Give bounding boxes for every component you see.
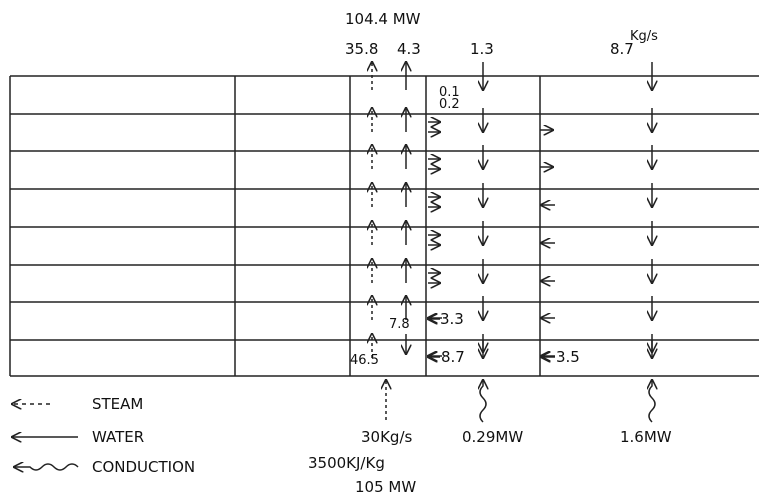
flow: 8.7 [441, 348, 465, 366]
arrows [372, 62, 655, 423]
flow-top: 8.7 [610, 40, 634, 58]
flow: 7.8 [389, 317, 410, 332]
flow-top: 1.3 [470, 40, 494, 58]
legend-label: WATER [92, 428, 144, 446]
legend-label: STEAM [92, 395, 143, 413]
bottom-label: 0.29MW [462, 428, 523, 446]
bottom-label: 1.6MW [620, 428, 672, 446]
flow: 3.3 [440, 310, 464, 328]
flow: 46.5 [350, 353, 379, 368]
flow: 3.5 [556, 348, 580, 366]
conduction-arrow [480, 380, 486, 423]
side-flow: 0.2 [439, 97, 460, 112]
bottom-label: 105 MW [355, 478, 416, 496]
legend-conduction [14, 464, 79, 470]
grid [9, 75, 759, 377]
water-top: 4.3 [397, 40, 421, 58]
unit: Kg/s [630, 29, 658, 44]
conduction-arrow [649, 380, 655, 423]
steam-top: 35.8 [345, 40, 378, 58]
bottom-label: 30Kg/s [361, 428, 412, 446]
bottom-label: 3500KJ/Kg [308, 454, 385, 472]
legend-label: CONDUCTION [92, 458, 195, 476]
total-power: 104.4 MW [345, 10, 421, 28]
side-flow: 0.1 [439, 85, 460, 100]
